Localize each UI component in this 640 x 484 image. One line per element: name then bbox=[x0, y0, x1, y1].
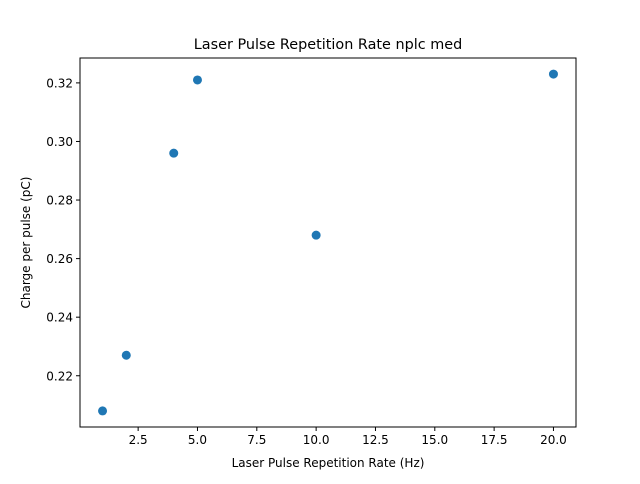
y-axis-label: Charge per pulse (pC) bbox=[19, 177, 33, 309]
data-point bbox=[548, 69, 558, 79]
plot-frame bbox=[79, 57, 577, 428]
plot-area bbox=[80, 58, 576, 427]
x-tick-label: 2.5 bbox=[129, 433, 148, 447]
y-tick-label: 0.22 bbox=[46, 369, 73, 383]
y-tick-label: 0.24 bbox=[46, 311, 73, 325]
y-tick-label: 0.28 bbox=[46, 194, 73, 208]
x-tick-label: 10.0 bbox=[303, 433, 330, 447]
y-axis-ticks: 0.22 0.24 0.26 0.28 0.30 0.32 bbox=[46, 76, 80, 383]
data-point bbox=[98, 406, 108, 416]
data-point bbox=[169, 148, 179, 158]
y-tick-label: 0.32 bbox=[46, 76, 73, 90]
x-tick-label: 17.5 bbox=[481, 433, 508, 447]
y-tick-label: 0.26 bbox=[46, 252, 73, 266]
x-tick-label: 15.0 bbox=[421, 433, 448, 447]
x-tick-label: 5.0 bbox=[188, 433, 207, 447]
x-tick-label: 7.5 bbox=[247, 433, 266, 447]
y-tick-label: 0.30 bbox=[46, 135, 73, 149]
data-points bbox=[98, 69, 558, 416]
chart-title: Laser Pulse Repetition Rate nplc med bbox=[194, 37, 462, 53]
x-tick-label: 20.0 bbox=[540, 433, 567, 447]
x-axis-label: Laser Pulse Repetition Rate (Hz) bbox=[232, 456, 425, 470]
data-point bbox=[192, 75, 202, 85]
x-tick-label: 12.5 bbox=[362, 433, 389, 447]
data-point bbox=[311, 230, 321, 240]
data-point bbox=[121, 350, 131, 360]
x-axis-ticks: 2.5 5.0 7.5 10.0 12.5 15.0 17.5 20.0 bbox=[129, 427, 567, 447]
